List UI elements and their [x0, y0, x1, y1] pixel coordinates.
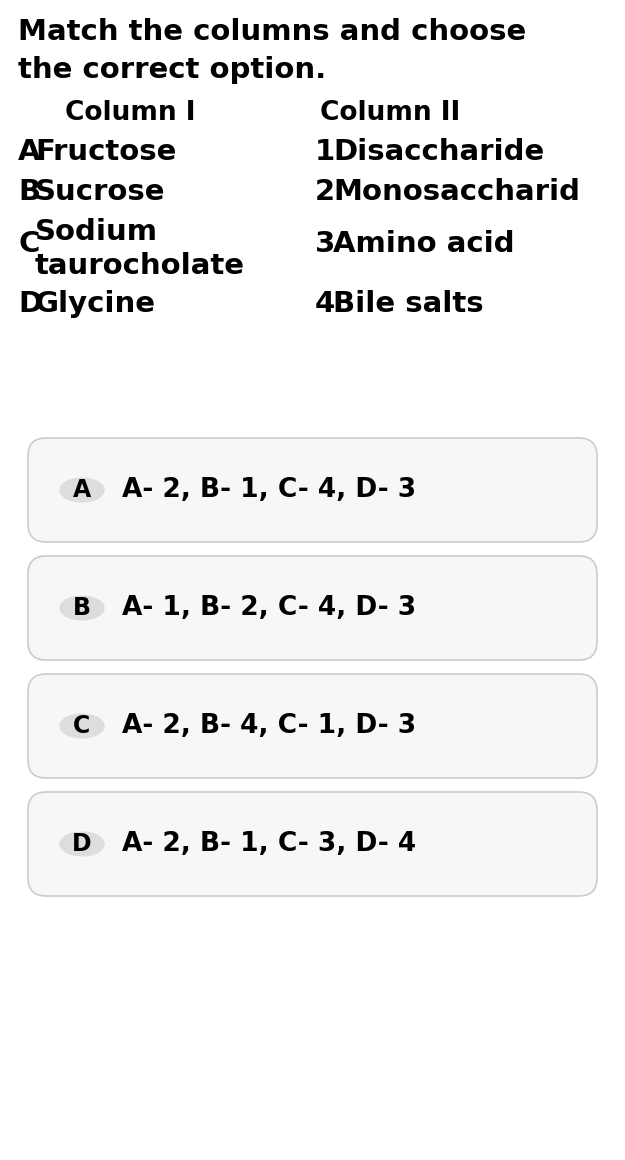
Text: 1: 1 [315, 138, 346, 166]
Text: A- 1, B- 2, C- 4, D- 3: A- 1, B- 2, C- 4, D- 3 [122, 595, 416, 621]
Text: Sodium: Sodium [35, 218, 158, 246]
Ellipse shape [60, 478, 104, 502]
Text: D: D [72, 832, 92, 856]
Text: Match the columns and choose: Match the columns and choose [18, 19, 526, 46]
Text: the correct option.: the correct option. [18, 56, 326, 84]
Text: Column I: Column I [65, 100, 196, 126]
Text: C: C [18, 230, 39, 258]
Text: D: D [18, 290, 42, 318]
Text: Glycine: Glycine [35, 290, 156, 318]
Text: A- 2, B- 1, C- 4, D- 3: A- 2, B- 1, C- 4, D- 3 [122, 477, 416, 503]
Text: Bile salts: Bile salts [333, 290, 484, 318]
Ellipse shape [60, 832, 104, 856]
Text: Monosaccharid: Monosaccharid [333, 177, 580, 206]
Text: Fructose: Fructose [35, 138, 176, 166]
Text: Column II: Column II [320, 100, 460, 126]
FancyBboxPatch shape [28, 438, 597, 542]
Text: 2: 2 [315, 177, 335, 206]
Text: 4: 4 [315, 290, 335, 318]
FancyBboxPatch shape [28, 556, 597, 660]
Text: C: C [73, 715, 91, 738]
Ellipse shape [60, 596, 104, 619]
Text: A- 2, B- 4, C- 1, D- 3: A- 2, B- 4, C- 1, D- 3 [122, 713, 416, 739]
Text: B: B [73, 596, 91, 619]
Text: Disaccharide: Disaccharide [333, 138, 544, 166]
FancyBboxPatch shape [28, 792, 597, 896]
Text: Sucrose: Sucrose [35, 177, 166, 206]
FancyBboxPatch shape [28, 674, 597, 778]
Text: Amino acid: Amino acid [333, 230, 514, 258]
Text: A: A [18, 138, 41, 166]
Text: A- 2, B- 1, C- 3, D- 4: A- 2, B- 1, C- 3, D- 4 [122, 831, 416, 857]
Ellipse shape [60, 715, 104, 738]
Text: B: B [18, 177, 40, 206]
Text: taurocholate: taurocholate [35, 252, 245, 280]
Text: 3: 3 [315, 230, 336, 258]
Text: A: A [73, 478, 91, 502]
